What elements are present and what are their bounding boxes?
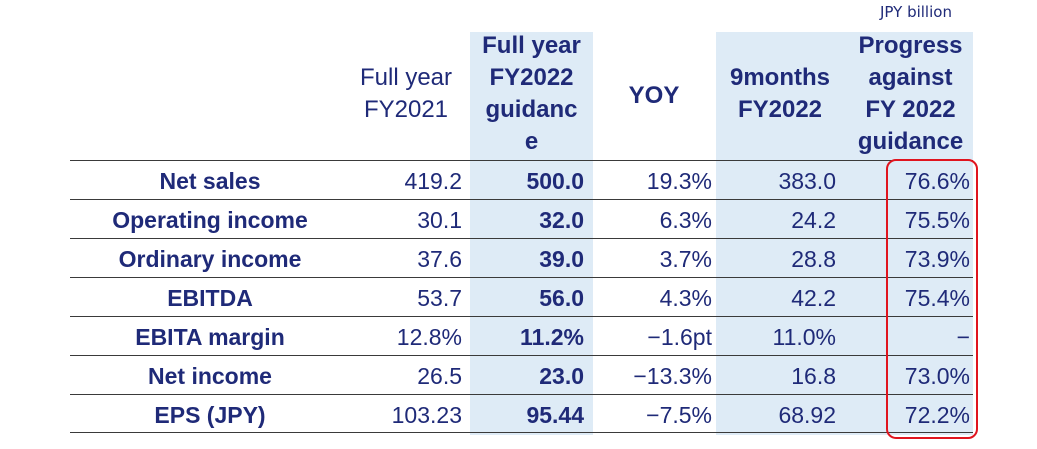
header-line: guidanc xyxy=(485,96,578,123)
cell-guidance: 23.0 xyxy=(539,363,584,389)
cell-progress: − xyxy=(956,324,970,350)
cell-9months: 16.8 xyxy=(791,363,836,389)
row-label: Ordinary income xyxy=(118,246,302,272)
row-label: EPS (JPY) xyxy=(154,402,266,428)
row-label: Net sales xyxy=(159,168,261,194)
cell-yoy: 4.3% xyxy=(659,285,712,311)
cell-9months: 383.0 xyxy=(778,168,836,194)
cell-guidance: 56.0 xyxy=(539,285,584,311)
cell-progress: 75.5% xyxy=(904,207,970,233)
table-row: Net income 26.5 23.0 −13.3% 16.8 73.0% xyxy=(70,355,973,394)
header-yoy: YOY xyxy=(598,80,710,112)
row-label: Operating income xyxy=(112,207,308,233)
unit-label: JPY billion xyxy=(880,3,952,21)
cell-fy2021: 12.8% xyxy=(396,324,462,350)
financial-results-table: Net sales 419.2 500.0 19.3% 383.0 76.6% Operat… xyxy=(70,160,973,433)
cell-yoy: 19.3% xyxy=(646,168,712,194)
cell-progress: 73.0% xyxy=(904,363,970,389)
cell-progress: 75.4% xyxy=(904,285,970,311)
cell-yoy: −13.3% xyxy=(633,363,712,389)
header-line: YOY xyxy=(628,82,680,109)
cell-9months: 68.92 xyxy=(778,402,836,428)
row-label: Net income xyxy=(148,363,272,389)
table-row: Net sales 419.2 500.0 19.3% 383.0 76.6% xyxy=(70,160,973,199)
row-label: EBITDA xyxy=(167,285,253,311)
table-row: Operating income 30.1 32.0 6.3% 24.2 75.5% xyxy=(70,199,973,238)
cell-9months: 28.8 xyxy=(791,246,836,272)
header-line: FY2022 xyxy=(737,96,823,123)
cell-fy2021: 103.23 xyxy=(391,402,462,428)
header-line: Progress xyxy=(858,32,963,59)
header-line: 9months xyxy=(729,64,830,91)
table-row: EBITA margin 12.8% 11.2% −1.6pt 11.0% − xyxy=(70,316,973,355)
header-line: guidance xyxy=(857,128,964,155)
header-progress-against-guidance: Progress against FY 2022 guidance xyxy=(848,30,973,158)
cell-progress: 76.6% xyxy=(904,168,970,194)
cell-yoy: 6.3% xyxy=(659,207,712,233)
guidance-column-shade xyxy=(470,32,593,435)
cell-guidance: 39.0 xyxy=(539,246,584,272)
header-line: FY 2022 xyxy=(865,96,956,123)
cell-9months: 24.2 xyxy=(791,207,836,233)
cell-yoy: −1.6pt xyxy=(647,324,712,350)
cell-progress: 73.9% xyxy=(904,246,970,272)
header-line: FY2021 xyxy=(363,96,449,123)
header-full-year-fy2021: Full year FY2021 xyxy=(348,62,464,126)
cell-fy2021: 30.1 xyxy=(417,207,462,233)
header-line: e xyxy=(524,128,539,155)
cell-progress: 72.2% xyxy=(904,402,970,428)
cell-guidance: 32.0 xyxy=(539,207,584,233)
nine-months-column-shade xyxy=(716,32,973,435)
cell-guidance: 11.2% xyxy=(520,324,584,350)
cell-guidance: 500.0 xyxy=(526,168,584,194)
header-line: Full year xyxy=(482,32,581,59)
table-row: EBITDA 53.7 56.0 4.3% 42.2 75.4% xyxy=(70,277,973,316)
row-label: EBITA margin xyxy=(135,324,285,350)
progress-highlight-box xyxy=(886,159,978,439)
cell-fy2021: 37.6 xyxy=(417,246,462,272)
cell-yoy: −7.5% xyxy=(646,402,712,428)
header-line: Full year xyxy=(359,64,453,91)
table-row: EPS (JPY) 103.23 95.44 −7.5% 68.92 72.2% xyxy=(70,394,973,433)
table-row: Ordinary income 37.6 39.0 3.7% 28.8 73.9% xyxy=(70,238,973,277)
cell-9months: 11.0% xyxy=(772,324,836,350)
cell-fy2021: 53.7 xyxy=(417,285,462,311)
cell-9months: 42.2 xyxy=(791,285,836,311)
cell-yoy: 3.7% xyxy=(659,246,712,272)
header-line: FY2022 xyxy=(489,64,574,91)
header-line: against xyxy=(868,64,953,91)
cell-fy2021: 26.5 xyxy=(417,363,462,389)
cell-guidance: 95.44 xyxy=(526,402,584,428)
header-9months-fy2022: 9months FY2022 xyxy=(716,62,844,126)
header-full-year-fy2022-guidance: Full year FY2022 guidanc e xyxy=(470,30,593,158)
cell-fy2021: 419.2 xyxy=(404,168,462,194)
